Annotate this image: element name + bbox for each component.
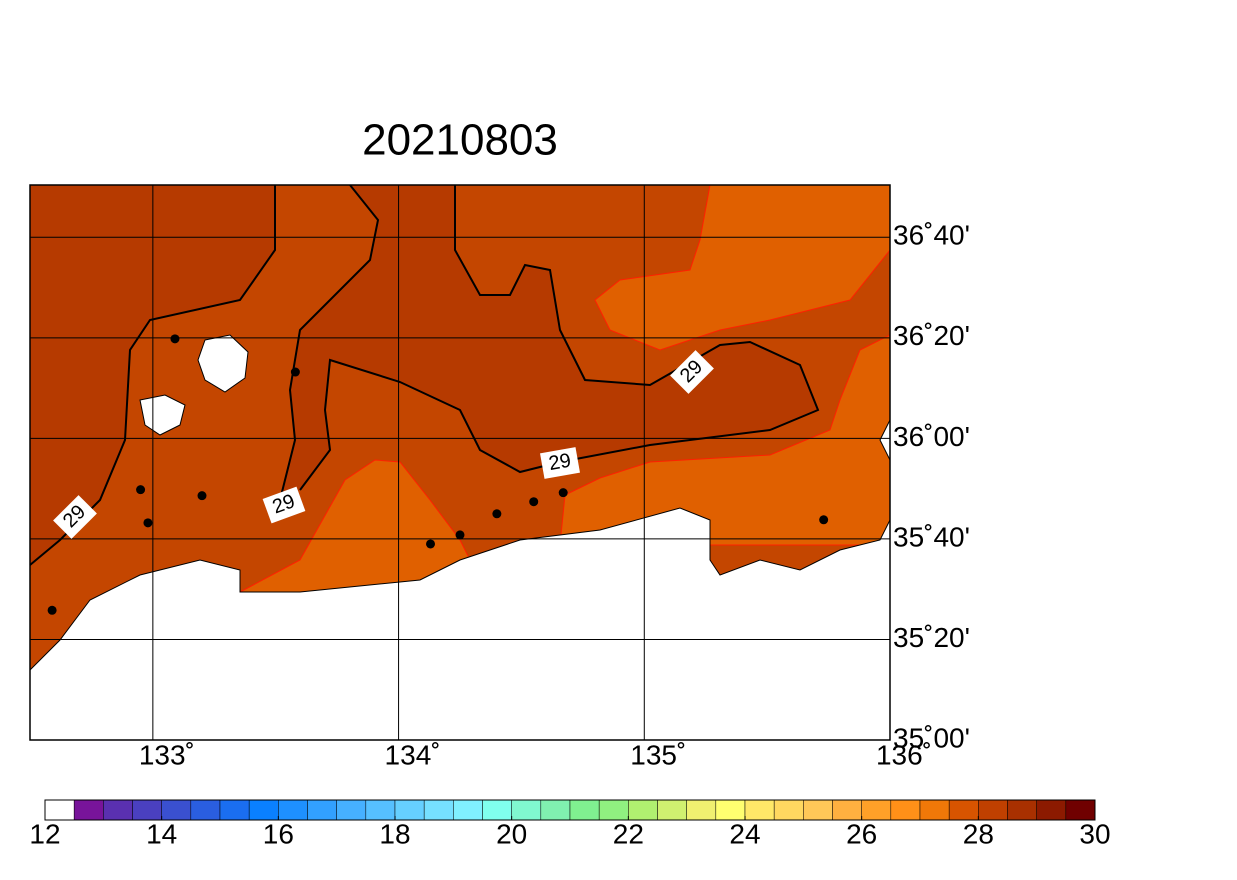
colorbar-bin <box>73 799 104 821</box>
station <box>455 530 465 540</box>
colorbar-bin <box>832 799 862 821</box>
colorbar-bin <box>686 799 717 821</box>
colorbar-bin <box>540 799 571 821</box>
station <box>170 334 180 344</box>
colorbar-bin <box>161 799 192 821</box>
colorbar-bin <box>190 799 221 821</box>
station <box>426 539 436 549</box>
colorbar-bin <box>307 799 337 821</box>
colorbar-bin <box>423 799 454 821</box>
colorbar-bin <box>103 799 133 821</box>
x-tick-label: 134˚ <box>385 739 441 770</box>
station <box>136 485 146 495</box>
colorbar-bin <box>482 799 512 821</box>
y-tick-label: 36˚20' <box>893 320 970 351</box>
station <box>529 497 539 507</box>
colorbar-tick-label: 14 <box>146 818 177 849</box>
land <box>29 507 891 741</box>
station <box>290 367 300 377</box>
colorbar-bin <box>773 799 804 821</box>
colorbar-tick-label: 20 <box>496 818 527 849</box>
colorbar-tick-label: 24 <box>729 818 760 849</box>
contour-label-text: 29 <box>547 450 573 476</box>
x-tick-label: 136˚ <box>876 739 932 770</box>
colorbar-bin <box>219 799 250 821</box>
contour-label: 29 <box>53 495 97 539</box>
field <box>29 184 891 741</box>
contour-labels: 29 29 29 29 <box>53 350 714 539</box>
field-region <box>30 185 275 565</box>
colorbar-bin <box>948 799 979 821</box>
y-tick-label: 35˚00' <box>893 722 970 753</box>
map-frame <box>29 184 891 741</box>
colorbar-bin <box>978 799 1008 821</box>
colorbar-tick-label: 18 <box>379 818 410 849</box>
colorbar-tick-label: 28 <box>963 818 994 849</box>
y-tick-label: 36˚40' <box>893 220 970 251</box>
colorbar-bin <box>744 799 775 821</box>
colorbar-bin <box>132 799 162 821</box>
colorbar-tick-label: 26 <box>846 818 877 849</box>
colorbar-bin <box>336 799 367 821</box>
contour-label: 29 <box>540 447 580 479</box>
colorbar-bin <box>861 799 892 821</box>
island <box>139 394 186 436</box>
y-tick-label: 36˚00' <box>893 421 970 452</box>
colorbar-bin <box>919 799 950 821</box>
colorbar-bin <box>1065 799 1096 821</box>
colorbar-bin <box>394 799 425 821</box>
contour-line <box>279 184 380 501</box>
colorbar-bin <box>248 799 279 821</box>
colorbar-bin <box>1007 799 1037 821</box>
colorbar-bin <box>365 799 396 821</box>
colorbar-bin <box>44 799 75 821</box>
y-tick-label: 35˚20' <box>893 622 970 653</box>
station <box>558 488 568 498</box>
x-tick-label: 135˚ <box>630 739 686 770</box>
station <box>143 518 153 528</box>
colorbar-bin <box>453 799 483 821</box>
colorbar-bin <box>628 799 658 821</box>
colorbar-bin <box>278 799 308 821</box>
colorbar-bin <box>890 799 921 821</box>
colorbar-bin <box>511 799 542 821</box>
x-tick-label: 133˚ <box>139 739 195 770</box>
colorbar-tick-label: 12 <box>29 818 60 849</box>
colorbar-bin <box>569 799 600 821</box>
colorbar-bin <box>1036 799 1067 821</box>
field-region <box>280 185 818 500</box>
station <box>819 515 829 525</box>
station <box>197 491 207 501</box>
contour-line <box>299 185 820 491</box>
y-tick-label: 35˚40' <box>893 521 970 552</box>
colorbar-bin <box>598 799 629 821</box>
contour-label: 29 <box>262 486 306 524</box>
map-title: 20210803 <box>362 116 558 165</box>
colorbar-tick-label: 22 <box>613 818 644 849</box>
colorbar-tick-label: 30 <box>1079 818 1110 849</box>
colorbar-tick-label: 16 <box>263 818 294 849</box>
colorbar-bin <box>803 799 833 821</box>
station <box>492 509 502 519</box>
colorbar-frame <box>44 799 1096 821</box>
colorbar-bin <box>657 799 687 821</box>
colorbar-bin <box>715 799 746 821</box>
station <box>47 605 57 615</box>
